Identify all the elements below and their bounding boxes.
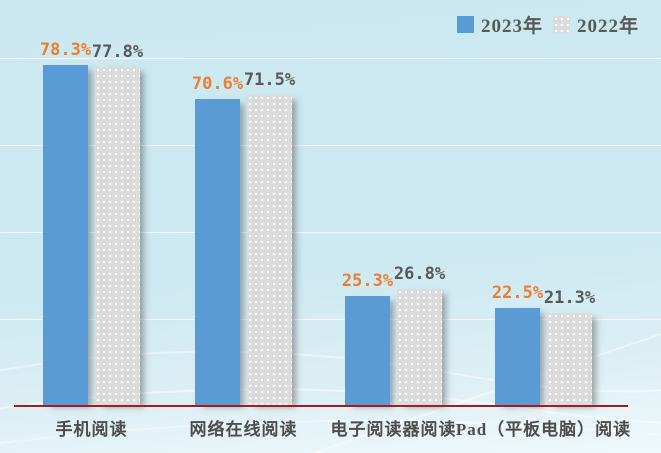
bar-value-label-2022年-group3: 26.8% xyxy=(393,264,446,284)
legend-item-2023年: 2023年 xyxy=(456,11,543,38)
bar-2023年-group2 xyxy=(195,99,240,406)
legend: 2023年 2022年 xyxy=(456,11,639,38)
bar-value-label-2023年-group2: 70.6% xyxy=(191,74,244,94)
category-label-group1: 手机阅读 xyxy=(55,420,128,439)
category-label-group4: Pad（平板电脑）阅读 xyxy=(455,420,632,439)
bar-value-label-2023年-group1: 78.3% xyxy=(39,40,92,60)
bar-2023年-group4 xyxy=(495,308,540,406)
bar-value-label-2022年-group2: 71.5% xyxy=(243,70,296,90)
gridline-60 xyxy=(0,145,661,146)
legend-label: 2023年 xyxy=(480,16,543,37)
gridline-20 xyxy=(0,319,661,320)
bar-value-label-2022年-group1: 77.8% xyxy=(91,42,144,62)
gridline-40 xyxy=(0,232,661,233)
bar-2023年-group3 xyxy=(345,296,390,406)
bar-2023年-group1 xyxy=(43,65,88,406)
legend-swatch-2023年 xyxy=(456,16,474,33)
legend-item-2022年: 2022年 xyxy=(552,11,639,38)
legend-swatch-2022年 xyxy=(552,16,570,33)
category-label-group2: 网络在线阅读 xyxy=(189,420,298,439)
bar-2022年-group2 xyxy=(247,95,292,406)
category-label-group3: 电子阅读器阅读 xyxy=(330,420,457,439)
bar-2022年-group1 xyxy=(95,67,140,406)
bar-value-label-2022年-group4: 21.3% xyxy=(543,288,596,308)
bar-value-label-2023年-group3: 25.3% xyxy=(341,271,394,291)
bar-value-label-2023年-group4: 22.5% xyxy=(491,283,544,303)
bar-2022年-group4 xyxy=(547,313,592,406)
bar-2022年-group3 xyxy=(397,289,442,406)
gridline-80 xyxy=(0,58,661,59)
x-axis-line xyxy=(14,405,628,407)
legend-label: 2022年 xyxy=(576,16,639,37)
